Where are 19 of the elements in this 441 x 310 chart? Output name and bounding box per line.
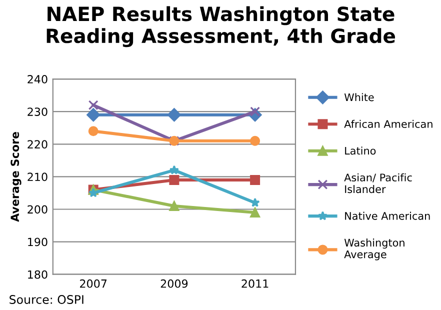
x-tick-label: 2009 bbox=[160, 279, 188, 288]
legend-label: African American bbox=[344, 120, 432, 128]
x-tick-label: 2007 bbox=[80, 279, 107, 288]
chart-title: NAEP Results Washington State Reading Assessment, 4th Grade bbox=[46, 6, 396, 48]
legend-label: Latino bbox=[345, 146, 376, 155]
y-tick-label: 180 bbox=[28, 270, 48, 279]
legend-label: White bbox=[344, 93, 374, 102]
y-tick-label: 210 bbox=[28, 172, 48, 182]
source-note: Source: OSPI bbox=[10, 295, 84, 304]
legend-label: Asian/ Pacific Islander bbox=[344, 173, 412, 194]
y-tick-label: 190 bbox=[28, 238, 48, 246]
legend-label: Native American bbox=[345, 212, 430, 220]
y-tick-label: 240 bbox=[28, 75, 48, 84]
y-tick-label: 200 bbox=[28, 205, 48, 214]
y-tick-label: 230 bbox=[28, 108, 48, 116]
legend-label: Washington Average bbox=[344, 238, 404, 260]
y-axis-title: Average Score bbox=[10, 132, 22, 222]
x-tick-label: 2011 bbox=[242, 279, 268, 288]
y-tick-label: 220 bbox=[28, 140, 48, 149]
